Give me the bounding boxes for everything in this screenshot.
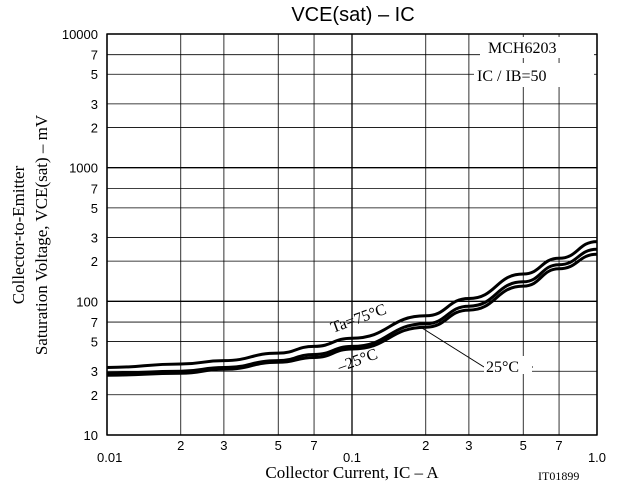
x-tick-label: 0.01 bbox=[97, 450, 122, 465]
y-tick-label: 5 bbox=[91, 335, 98, 350]
x-axis-label: Collector Current, IC – A bbox=[265, 463, 439, 482]
y-tick-label: 100 bbox=[76, 294, 98, 309]
y-tick-label: 2 bbox=[91, 120, 98, 135]
y-tick-label: 5 bbox=[91, 67, 98, 82]
series-line-2 bbox=[106, 252, 598, 377]
y-axis-label-line1: Collector-to-Emitter bbox=[9, 165, 28, 304]
y-tick-label: 7 bbox=[91, 315, 98, 330]
grid-lines bbox=[106, 33, 598, 436]
x-tick-labels: 0.01 2 3 5 7 0.1 2 3 5 7 1.0 bbox=[97, 438, 606, 465]
y-tick-label: 3 bbox=[91, 364, 98, 379]
device-label-bg bbox=[480, 37, 594, 58]
series-label-25c-bg bbox=[484, 356, 532, 374]
y-axis-label-line2: Saturation Voltage, VCE(sat) – mV bbox=[32, 114, 51, 355]
x-tick-label: 7 bbox=[555, 438, 562, 453]
y-tick-label: 5 bbox=[91, 201, 98, 216]
y-tick-label: 2 bbox=[91, 388, 98, 403]
y-tick-label: 1000 bbox=[69, 161, 98, 176]
x-tick-label: 0.1 bbox=[343, 450, 361, 465]
condition-label-bg bbox=[474, 63, 594, 87]
y-tick-label: 10 bbox=[84, 428, 98, 443]
y-tick-label: 10000 bbox=[62, 27, 98, 42]
series-line-0 bbox=[106, 240, 598, 369]
y-tick-label: 3 bbox=[91, 97, 98, 112]
leader-line-25c bbox=[421, 327, 485, 368]
x-tick-label: 3 bbox=[220, 438, 227, 453]
x-tick-label: 1.0 bbox=[588, 450, 606, 465]
plot-frame bbox=[106, 33, 598, 436]
figure-code: IT01899 bbox=[538, 469, 579, 483]
series-label-25c: 25°C bbox=[486, 359, 519, 376]
series-line-1 bbox=[106, 247, 598, 375]
chart-title: VCE(sat) – IC bbox=[291, 4, 414, 26]
x-tick-label: 2 bbox=[422, 438, 429, 453]
x-tick-label: 5 bbox=[275, 438, 282, 453]
y-tick-label: 3 bbox=[91, 231, 98, 246]
x-tick-label: 7 bbox=[310, 438, 317, 453]
x-tick-label: 5 bbox=[520, 438, 527, 453]
x-tick-label: 3 bbox=[465, 438, 472, 453]
y-tick-labels: 10 2 3 5 7 100 2 3 5 7 1000 2 3 5 7 10000 bbox=[62, 27, 98, 443]
y-tick-label: 7 bbox=[91, 181, 98, 196]
y-tick-label: 2 bbox=[91, 254, 98, 269]
device-label: MCH6203 bbox=[488, 40, 556, 57]
series-lines bbox=[106, 240, 598, 377]
x-tick-label: 2 bbox=[177, 438, 184, 453]
y-tick-label: 7 bbox=[91, 48, 98, 63]
condition-label: IC / IB=50 bbox=[477, 68, 546, 85]
